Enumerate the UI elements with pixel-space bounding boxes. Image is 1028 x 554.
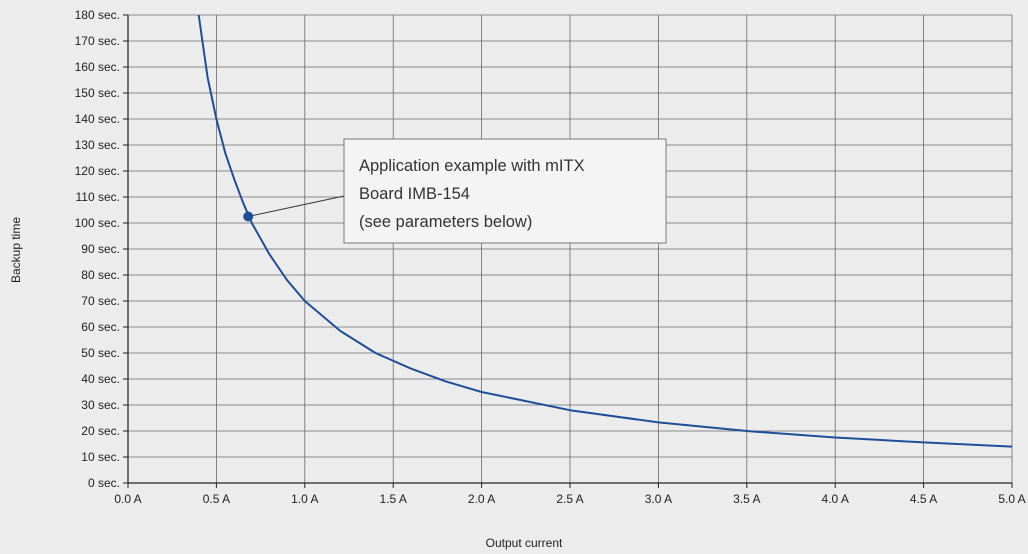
x-tick-label: 4.0 A [822, 492, 849, 506]
y-tick-label: 170 sec. [75, 34, 120, 48]
y-tick-label: 110 sec. [76, 190, 120, 204]
y-tick-label: 120 sec. [75, 164, 120, 178]
x-tick-label: 3.0 A [645, 492, 672, 506]
y-tick-label: 0 sec. [88, 476, 120, 490]
y-tick-label: 50 sec. [81, 346, 120, 360]
y-tick-label: 10 sec. [81, 450, 120, 464]
y-tick-label: 180 sec. [75, 8, 120, 22]
y-tick-label: 90 sec. [81, 242, 120, 256]
x-tick-label: 1.5 A [380, 492, 407, 506]
x-tick-label: 3.5 A [733, 492, 760, 506]
x-tick-label: 1.0 A [291, 492, 318, 506]
series-lines [197, 14, 1013, 448]
x-tick-label: 0.0 A [114, 492, 141, 506]
annotation-text-line: (see parameters below) [359, 213, 532, 231]
y-tick-label: 60 sec. [81, 320, 120, 334]
x-tick-label: 2.5 A [556, 492, 583, 506]
x-tick-label: 0.5 A [203, 492, 230, 506]
y-tick-label: 160 sec. [75, 60, 120, 74]
tick-labels: 0.0 A 0.5 A 1.0 A 1.5 A 2.0 A 2.5 A 3.0 A 3.5 A… [75, 8, 1026, 506]
x-axis-title: Output current [486, 536, 563, 550]
y-tick-label: 100 sec. [75, 216, 120, 230]
y-tick-label: 40 sec. [81, 372, 120, 386]
y-tick-label: 150 sec. [75, 86, 120, 100]
annotation-box [343, 138, 667, 244]
x-tick-label: 2.0 A [468, 492, 495, 506]
y-tick-label: 30 sec. [81, 398, 120, 412]
annotation: Application example with mITX Board IMB-1… [243, 138, 667, 244]
y-tick-label: 70 sec. [81, 294, 120, 308]
annotation-text-line: Board IMB-154 [359, 185, 470, 203]
x-tick-label: 4.5 A [910, 492, 937, 506]
y-tick-label: 140 sec. [75, 112, 120, 126]
x-tick-label: 5.0 A [998, 492, 1025, 506]
highlight-point [243, 211, 254, 222]
y-tick-label: 20 sec. [81, 424, 120, 438]
y-tick-label: 80 sec. [81, 268, 120, 282]
annotation-text-line: Application example with mITX [359, 157, 585, 175]
y-axis-title: Backup time [9, 217, 23, 283]
axes [123, 14, 1013, 488]
annotation-leader-line [248, 195, 345, 217]
series-line-0 [197, 14, 1013, 448]
y-tick-label: 130 sec. [75, 138, 120, 152]
